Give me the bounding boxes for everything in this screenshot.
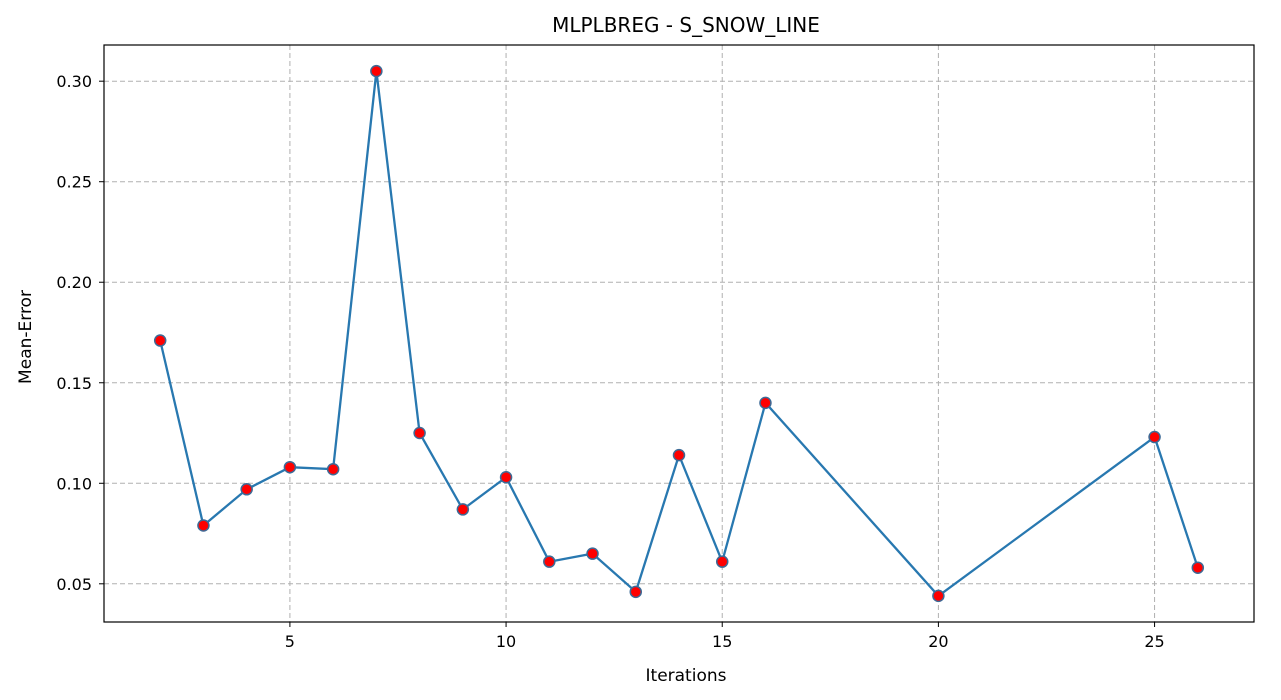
y-axis-label: Mean-Error xyxy=(16,290,36,384)
data-point xyxy=(759,396,772,410)
data-point xyxy=(456,503,470,516)
y-tick-label: 0.30 xyxy=(56,72,92,91)
x-tick-label: 20 xyxy=(928,632,948,651)
chart-title: MLPLBREG - S_SNOW_LINE xyxy=(552,13,820,37)
data-point xyxy=(153,334,167,347)
data-point xyxy=(715,555,729,568)
data-point xyxy=(499,470,513,484)
data-point xyxy=(672,448,686,462)
x-tick-label: 25 xyxy=(1144,632,1164,651)
data-point xyxy=(543,555,556,568)
plot-frame xyxy=(103,44,1255,623)
x-tick-label: 15 xyxy=(712,632,732,651)
series-layer xyxy=(153,64,1205,603)
y-tick-label: 0.05 xyxy=(56,575,92,594)
data-point xyxy=(283,460,297,474)
grid xyxy=(104,45,1254,622)
y-tick-label: 0.10 xyxy=(56,474,92,493)
data-point xyxy=(932,589,945,603)
ticks: 5 10 15 20 25 0.05 0.10 0.15 0.20 0.25 0.30 xyxy=(56,72,1164,651)
data-point xyxy=(629,585,643,599)
x-axis-label: Iterations xyxy=(646,666,727,686)
data-point xyxy=(1191,561,1205,574)
y-tick-label: 0.25 xyxy=(56,173,92,192)
data-point xyxy=(326,462,340,476)
data-point xyxy=(197,519,210,532)
data-point xyxy=(1148,430,1161,444)
x-tick-label: 5 xyxy=(285,632,295,651)
data-point xyxy=(370,64,383,78)
y-tick-label: 0.15 xyxy=(56,374,92,393)
y-tick-label: 0.20 xyxy=(56,273,92,292)
x-tick-label: 10 xyxy=(496,632,516,651)
data-point xyxy=(586,547,599,560)
data-point xyxy=(413,426,426,440)
data-point xyxy=(240,483,253,496)
series-line xyxy=(159,70,1199,598)
